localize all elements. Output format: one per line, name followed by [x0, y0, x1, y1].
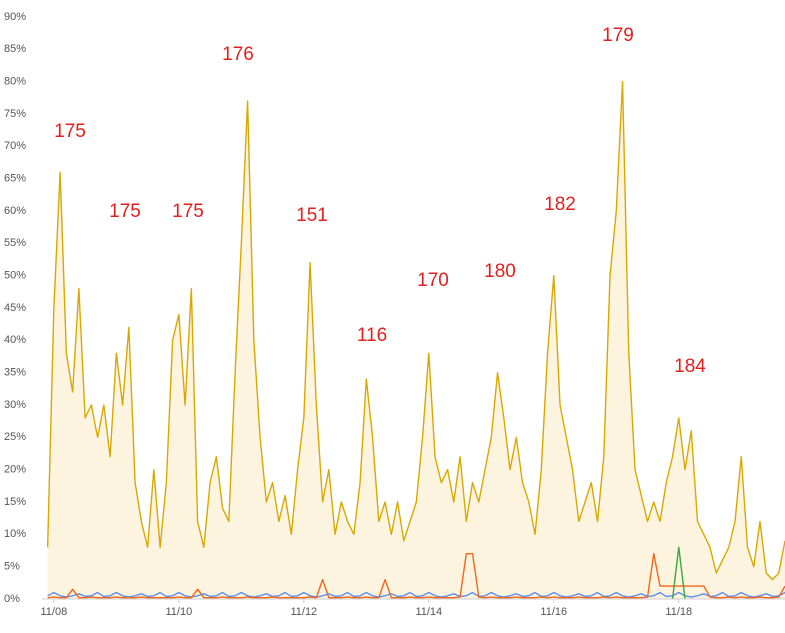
y-tick-label: 30%	[4, 399, 26, 411]
y-tick-label: 10%	[4, 528, 26, 540]
annotation: 176	[222, 44, 254, 65]
line	[47, 591, 785, 598]
x-tick-label: 11/12	[290, 606, 317, 618]
y-tick-label: 25%	[4, 431, 26, 443]
y-tick-label: 90%	[4, 11, 26, 23]
x-tick-label: 11/14	[415, 606, 442, 618]
annotation: 175	[172, 201, 204, 222]
y-tick-label: 45%	[4, 302, 26, 314]
y-tick-label: 55%	[4, 237, 26, 249]
line	[671, 546, 686, 600]
annotation: 151	[296, 205, 328, 226]
y-tick-label: 75%	[4, 108, 26, 120]
annotation: 175	[54, 121, 86, 142]
annotation: 116	[357, 325, 387, 346]
y-tick-label: 20%	[4, 464, 26, 476]
y-tick-label: 5%	[4, 561, 20, 573]
annotation: 182	[544, 194, 576, 215]
annotation: 180	[484, 261, 516, 282]
area	[47, 81, 785, 599]
y-tick-label: 70%	[4, 140, 26, 152]
x-tick-label: 11/16	[540, 606, 567, 618]
y-tick-label: 85%	[4, 43, 26, 55]
y-tick-label: 15%	[4, 496, 26, 508]
x-tick-label: 11/08	[41, 606, 68, 618]
y-tick-label: 35%	[4, 367, 26, 379]
y-tick-label: 50%	[4, 270, 26, 282]
annotation: 179	[602, 25, 634, 46]
line	[47, 553, 785, 599]
annotation: 184	[674, 356, 706, 377]
y-tick-label: 65%	[4, 173, 26, 185]
y-tick-label: 40%	[4, 334, 26, 346]
y-tick-label: 0%	[4, 593, 20, 605]
y-tick-label: 60%	[4, 205, 26, 217]
annotation: 175	[109, 201, 141, 222]
x-tick-label: 11/10	[165, 606, 192, 618]
x-tick-label: 11/18	[665, 606, 692, 618]
y-tick-label: 80%	[4, 76, 26, 88]
annotation: 170	[417, 270, 449, 291]
line	[46, 80, 785, 581]
